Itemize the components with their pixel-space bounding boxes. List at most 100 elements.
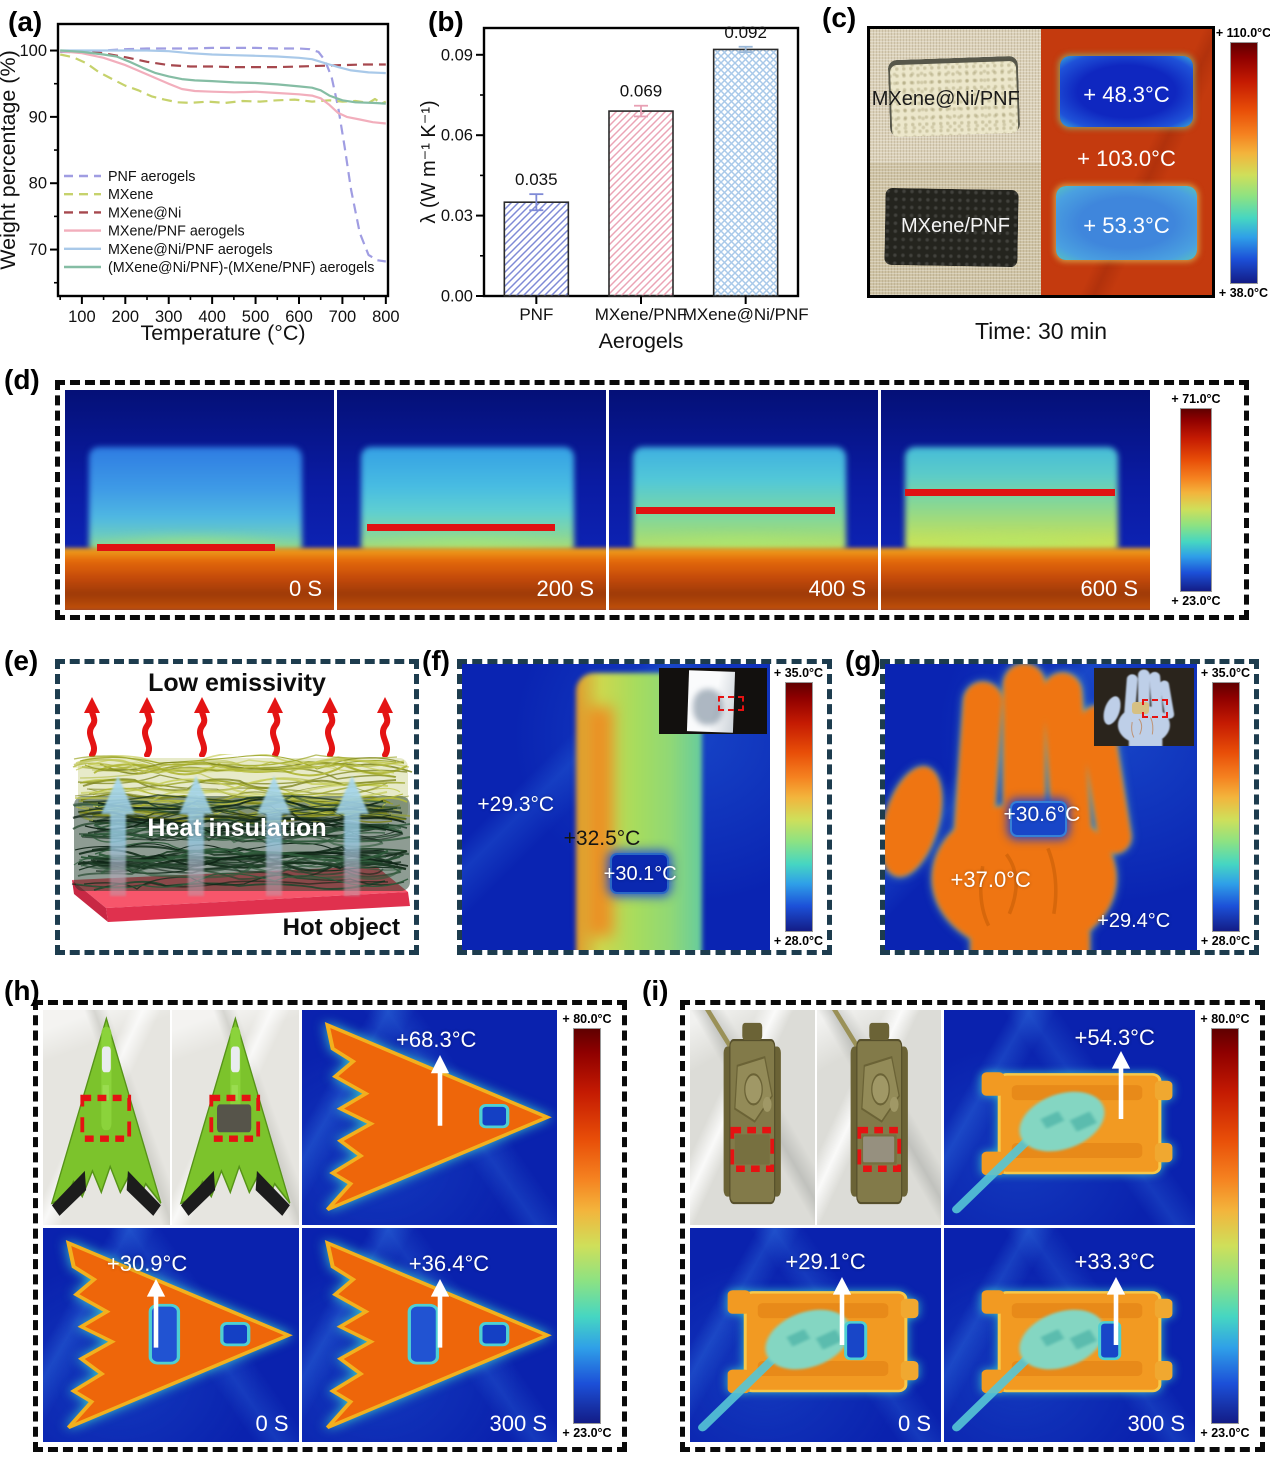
colorbar-min-label: + 28.0°C	[773, 934, 824, 948]
thermal-film-0s: +29.1°C 0 S	[690, 1227, 941, 1442]
thermal-tile-200s: 200 S	[337, 390, 606, 610]
time-label: 0 S	[288, 576, 322, 601]
aircraft-photos	[43, 1010, 299, 1225]
temp-film: +32.5°C	[563, 827, 641, 851]
svg-text:90: 90	[29, 108, 47, 126]
panel-i-box: +54.3°C +29.1°C 0 S	[680, 1000, 1265, 1452]
tank-photos	[690, 1010, 941, 1225]
svg-text:100: 100	[68, 308, 96, 326]
panel-a-label: (a)	[8, 6, 43, 37]
svg-text:0.06: 0.06	[441, 127, 473, 145]
svg-text:λ (W m⁻¹ K⁻¹): λ (W m⁻¹ K⁻¹)	[420, 100, 440, 223]
aerogel-mesh-illustration	[71, 754, 413, 922]
panel-i-label: (i)	[642, 975, 669, 1006]
svg-text:MXene@Ni/PNF aerogels: MXene@Ni/PNF aerogels	[108, 242, 273, 258]
svg-text:Temperature (°C): Temperature (°C)	[140, 321, 305, 345]
svg-text:200: 200	[112, 308, 140, 326]
svg-text:MXene/PNF: MXene/PNF	[595, 305, 688, 324]
svg-text:800: 800	[372, 308, 400, 326]
pointer-arrow-icon	[429, 1278, 451, 1348]
time-label: 200 S	[536, 576, 595, 601]
aircraft-photo-before	[43, 1010, 170, 1225]
colorbar-max-label: + 80.0°C	[562, 1012, 612, 1026]
temp-bottom: + 53.3°C	[1083, 212, 1170, 238]
svg-text:80: 80	[29, 175, 47, 193]
red-marker-line	[635, 506, 835, 514]
panel-i-tank: (i)	[632, 965, 1270, 1464]
temp-top: + 48.3°C	[1083, 82, 1170, 108]
thermal-tile-400s: 400 S	[609, 390, 878, 610]
colorbar-gradient	[1229, 42, 1258, 284]
red-marker-line	[97, 544, 275, 551]
colorbar-d: + 71.0°C + 23.0°C	[1153, 390, 1239, 610]
panel-b-label: (b)	[428, 6, 464, 37]
thermal-image: +29.3°C +32.5°C +30.1°C	[462, 664, 770, 950]
panel-c-photo-thermal: (c) MXene@Ni/PNF MXene/PNF + 48.3°C + 10…	[812, 0, 1270, 360]
svg-text:MXene@Ni/PNF: MXene@Ni/PNF	[683, 305, 809, 324]
thermal-sample-bottom	[1056, 185, 1197, 261]
tga-line-chart: 100 200 300 400 500 600 700 800 70 80 90 100 Tempera…	[0, 22, 400, 345]
thermal-tile-0s: 0 S	[65, 390, 334, 610]
hot-plate	[881, 548, 1150, 610]
panel-f-thermal: (f) +29.3°C +32.5°C +30.1°C + 35.0°C + 2…	[420, 645, 845, 963]
panel-d-label: (d)	[4, 364, 40, 395]
hot-plate	[65, 548, 334, 610]
colorbar-max-label: + 35.0°C	[1200, 666, 1251, 680]
colorbar-f: + 35.0°C + 28.0°C	[770, 664, 827, 950]
conductivity-bar-chart: 0.00 0.03 0.06 0.09 0.035 PNF 0.069 MXene/PNF 0.…	[418, 23, 809, 353]
photo-inset	[659, 668, 767, 735]
colorbar-c: + 110.0°C + 38.0°C	[1216, 24, 1270, 302]
temp-patch: +30.1°C	[603, 862, 677, 885]
time-label: 600 S	[1080, 576, 1139, 601]
colorbar-max-label: + 71.0°C	[1171, 392, 1221, 406]
panel-e-label: (e)	[4, 645, 39, 676]
svg-text:(MXene@Ni/PNF)-(MXene/PNF) aer: (MXene@Ni/PNF)-(MXene/PNF) aerogels	[108, 260, 374, 276]
panel-d-thermal-series: (d) 0 S 200 S 400 S 600 S + 71.0°C + 23.…	[0, 362, 1270, 640]
hot-plate	[337, 548, 606, 610]
temp-patch: +30.6°C	[1003, 802, 1081, 826]
temp-film-0s: +30.9°C	[106, 1251, 188, 1277]
colorbar-min-label: + 23.0°C	[562, 1426, 612, 1440]
colorbar-min-label: + 38.0°C	[1218, 286, 1269, 300]
thermal-film-300s: +33.3°C 300 S	[944, 1227, 1195, 1443]
sample-photo: MXene@Ni/PNF MXene/PNF	[870, 29, 1041, 295]
svg-text:MXene/PNF aerogels: MXene/PNF aerogels	[108, 224, 245, 240]
colorbar-min-label: + 23.0°C	[1171, 594, 1221, 608]
phone-shadow	[692, 689, 723, 726]
colorbar-i: + 80.0°C + 23.0°C	[1195, 1010, 1255, 1442]
thermal-film-0s: +30.9°C 0 S	[43, 1227, 299, 1442]
temp-film-0s: +29.1°C	[785, 1248, 866, 1274]
svg-text:MXene@Ni: MXene@Ni	[108, 205, 181, 221]
pointer-arrow-icon	[1110, 1050, 1132, 1120]
panel-c-label: (c)	[822, 2, 857, 33]
svg-text:300: 300	[155, 308, 183, 326]
panel-g-label: (g)	[845, 645, 881, 676]
aircraft-thermal-shape	[302, 1228, 558, 1443]
thermal-image: +30.6°C +37.0°C +29.4°C	[885, 664, 1197, 950]
temp-no-film: +68.3°C	[396, 1027, 477, 1053]
colorbar-max-label: + 80.0°C	[1200, 1012, 1250, 1026]
sample-top-label: MXene@Ni/PNF	[871, 87, 1020, 110]
colorbar-min-label: + 23.0°C	[1200, 1426, 1250, 1440]
thermal-no-film: +68.3°C	[301, 1010, 557, 1225]
panel-a-tga-chart: (a) 100 200 300 400 500 600 700 800 70 80 90 100 Tem…	[0, 0, 420, 360]
temp-film-300s: +33.3°C	[1074, 1248, 1155, 1274]
tank-photo-with-film	[816, 1010, 941, 1225]
panel-i-grid: +54.3°C +29.1°C 0 S	[690, 1010, 1195, 1442]
tank-thermal-shape	[944, 1010, 1195, 1225]
panel-d-box: 0 S 200 S 400 S 600 S + 71.0°C + 23.0°C	[55, 380, 1249, 620]
temp-no-film: +54.3°C	[1074, 1025, 1155, 1050]
thermal-sample-top	[1059, 55, 1194, 128]
thermal-image: + 48.3°C + 103.0°C + 53.3°C	[1041, 29, 1212, 295]
time-caption: Time: 30 min	[974, 318, 1108, 344]
temp-middle: + 103.0°C	[1077, 146, 1176, 172]
temp-hand: +37.0°C	[950, 867, 1031, 893]
red-marker-line	[366, 524, 555, 532]
svg-text:100: 100	[19, 42, 47, 60]
tank-thermal-shape	[944, 1228, 1195, 1443]
colorbar-h: + 80.0°C + 23.0°C	[557, 1010, 617, 1442]
svg-text:0.03: 0.03	[441, 207, 473, 225]
sample-bottom-label: MXene/PNF	[901, 215, 1010, 238]
panel-c-image: MXene@Ni/PNF MXene/PNF + 48.3°C + 103.0°…	[867, 26, 1215, 298]
